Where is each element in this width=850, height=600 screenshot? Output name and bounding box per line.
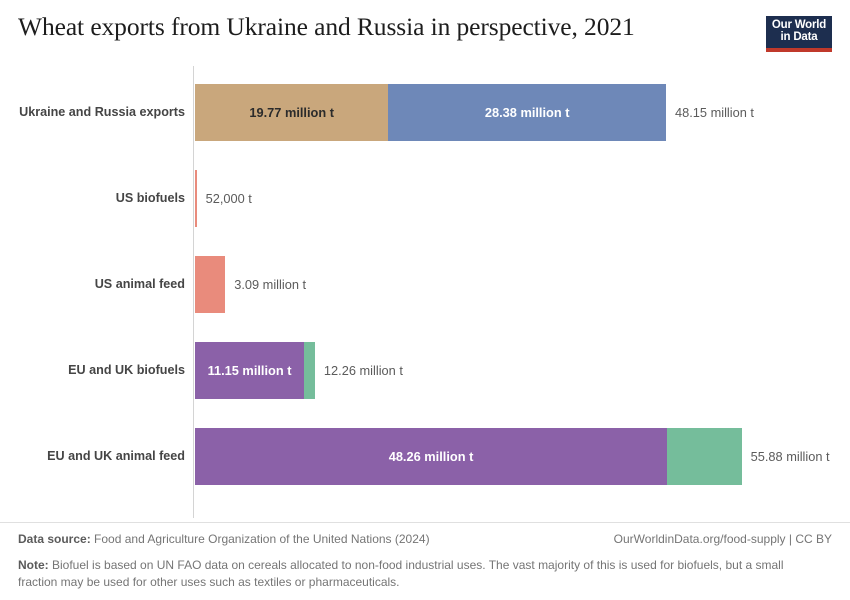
bar-row-label: EU and UK animal feed — [47, 448, 185, 463]
bar-row: US biofuels 52,000 t — [0, 170, 850, 256]
footer-note: Note: Biofuel is based on UN FAO data on… — [18, 557, 818, 592]
bar-segment-uk-biofuels[interactable] — [304, 342, 315, 399]
note-text: Biofuel is based on UN FAO data on cerea… — [18, 558, 784, 590]
page-title: Wheat exports from Ukraine and Russia in… — [18, 12, 635, 41]
chart-header: Wheat exports from Ukraine and Russia in… — [0, 0, 850, 62]
footer-source-line: Data source: Food and Agriculture Organi… — [18, 532, 832, 550]
bar-row-label: US biofuels — [115, 190, 185, 205]
bar-segment-eu-animal-feed[interactable]: 48.26 million t — [195, 428, 668, 485]
bar-segment-eu-biofuels[interactable]: 11.15 million t — [195, 342, 305, 399]
bar-segment-value-label: 11.15 million t — [207, 363, 292, 378]
bar-total-label: 55.88 million t — [750, 448, 830, 464]
bar-total-label: 3.09 million t — [234, 276, 307, 292]
bar-segment-us-animal-feed[interactable] — [195, 256, 226, 313]
bar-row: EU and UK biofuels 11.15 million t 12.26 m… — [0, 342, 850, 428]
y-axis-line — [193, 66, 194, 518]
data-source-label: Data source: — [18, 532, 91, 546]
our-world-in-data-logo[interactable]: Our World in Data — [766, 16, 832, 52]
bar-stack: 48.26 million t — [195, 428, 742, 485]
bar-segment-ukraine-exports[interactable]: 19.77 million t — [195, 84, 389, 141]
bar-segment-value-label: 28.38 million t — [484, 105, 570, 120]
chart-plot-area: Ukraine and Russia exports 19.77 million … — [0, 66, 850, 521]
logo-line-1: Our World — [771, 19, 827, 32]
bar-total-label: 12.26 million t — [323, 362, 403, 378]
bar-stack — [195, 170, 197, 227]
bar-row-label: Ukraine and Russia exports — [19, 104, 185, 119]
bar-segment-uk-animal-feed[interactable] — [667, 428, 742, 485]
bar-row-label: EU and UK biofuels — [68, 362, 185, 377]
data-source-text: Food and Agriculture Organization of the… — [90, 532, 430, 546]
chart-footer: Data source: Food and Agriculture Organi… — [0, 522, 850, 592]
bar-row-label: US animal feed — [94, 276, 185, 291]
bar-segment-russia-exports[interactable]: 28.38 million t — [388, 84, 666, 141]
logo-line-2: in Data — [780, 31, 818, 43]
bar-row: EU and UK animal feed 48.26 million t 55.8… — [0, 428, 850, 514]
bar-segment-us-biofuels[interactable] — [195, 170, 197, 227]
bar-row: Ukraine and Russia exports 19.77 million … — [0, 84, 850, 170]
data-source: Data source: Food and Agriculture Organi… — [18, 532, 430, 546]
bar-segment-value-label: 19.77 million t — [249, 105, 334, 120]
bar-row: US animal feed 3.09 million t — [0, 256, 850, 342]
bar-stack: 19.77 million t 28.38 million t — [195, 84, 666, 141]
bar-stack: 11.15 million t — [195, 342, 315, 399]
bar-stack — [195, 256, 226, 313]
attribution-link[interactable]: OurWorldinData.org/food-supply | CC BY — [613, 532, 832, 546]
bar-total-label: 52,000 t — [205, 190, 252, 206]
bar-segment-value-label: 48.26 million t — [388, 449, 474, 464]
note-label: Note: — [18, 558, 49, 572]
bar-total-label: 48.15 million t — [675, 104, 754, 120]
